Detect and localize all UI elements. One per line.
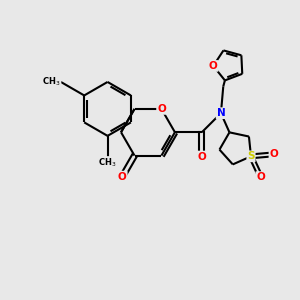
Text: O: O <box>197 152 206 161</box>
Text: O: O <box>256 172 265 182</box>
Text: O: O <box>269 149 278 159</box>
Text: O: O <box>209 61 218 71</box>
Text: S: S <box>247 151 255 161</box>
Text: O: O <box>157 104 166 114</box>
Text: CH$_3$: CH$_3$ <box>42 76 61 88</box>
Text: CH$_3$: CH$_3$ <box>98 157 117 169</box>
Text: N: N <box>217 108 225 118</box>
Text: O: O <box>118 172 127 182</box>
